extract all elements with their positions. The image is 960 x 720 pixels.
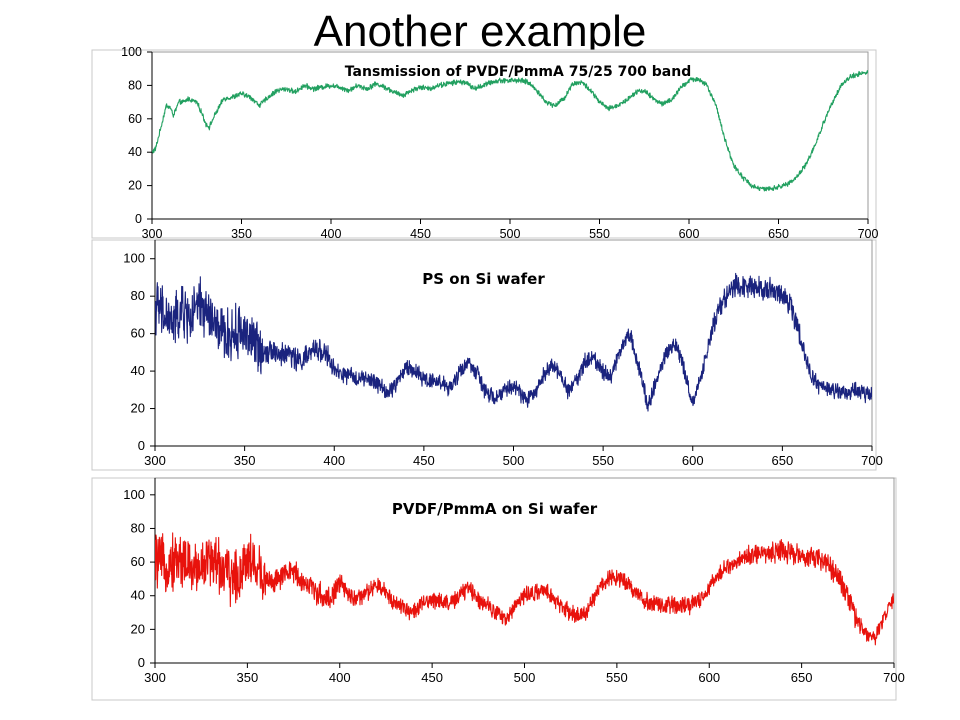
y-tick-label: 60 [128,112,142,126]
y-tick-label: 80 [131,288,145,303]
x-tick-label: 450 [413,453,435,468]
x-tick-label: 350 [237,670,259,685]
x-tick-label: 300 [142,227,163,241]
x-tick-label: 650 [791,670,813,685]
x-tick-label: 350 [234,453,256,468]
x-tick-label: 400 [321,227,342,241]
x-tick-label: 550 [589,227,610,241]
chart-frame [91,239,877,471]
x-tick-label: 700 [858,227,879,241]
x-tick-label: 450 [410,227,431,241]
x-tick-label: 550 [592,453,614,468]
y-tick-label: 60 [131,554,145,569]
x-tick-label: 400 [329,670,351,685]
x-tick-label: 700 [883,670,905,685]
y-tick-label: 80 [131,520,145,535]
x-tick-label: 300 [144,670,166,685]
slide-title: Another example [313,7,647,56]
x-tick-label: 350 [231,227,252,241]
y-tick-label: 100 [123,251,145,266]
y-tick-label: 100 [123,487,145,502]
x-tick-label: 500 [500,227,521,241]
y-tick-label: 20 [128,179,142,193]
x-tick-label: 550 [606,670,628,685]
series-line [152,70,868,192]
y-tick-label: 40 [131,363,145,378]
y-tick-label: 80 [128,78,142,92]
x-tick-label: 700 [861,453,883,468]
x-tick-label: 600 [679,227,700,241]
chart-title: PVDF/PmmA on Si wafer [392,500,598,518]
x-tick-label: 450 [421,670,443,685]
x-tick-label: 400 [323,453,345,468]
y-tick-label: 40 [128,145,142,159]
y-tick-label: 0 [135,212,142,226]
y-tick-label: 20 [131,401,145,416]
y-tick-label: 40 [131,588,145,603]
y-tick-label: 0 [138,655,145,670]
chart-title: PS on Si wafer [422,270,545,288]
y-tick-label: 20 [131,621,145,636]
series-line [155,272,872,412]
chart-title: Tansmission of PVDF/PmmA 75/25 700 band [345,64,691,80]
chart-frame [91,49,877,239]
x-tick-label: 600 [682,453,704,468]
y-tick-label: 0 [138,438,145,453]
chart-transmission-pvdf-pmma: 300 350 400 450 500 550 600 650 700 0 20 40 60 80 100 T… [91,45,879,241]
x-tick-label: 500 [503,453,525,468]
x-tick-label: 650 [768,227,789,241]
x-tick-label: 500 [514,670,536,685]
series-line [155,532,894,646]
y-tick-label: 100 [121,45,142,59]
x-tick-label: 600 [698,670,720,685]
x-tick-label: 300 [144,453,166,468]
chart-pvdf-pmma-on-si-wafer: 300 350 400 450 500 550 600 650 700 0 20 40 60 80 100 P… [91,477,905,701]
chart-ps-on-si-wafer: 300 350 400 450 500 550 600 650 700 0 20 40 60 80 100 P… [91,239,883,471]
y-tick-label: 60 [131,326,145,341]
x-tick-label: 650 [772,453,794,468]
